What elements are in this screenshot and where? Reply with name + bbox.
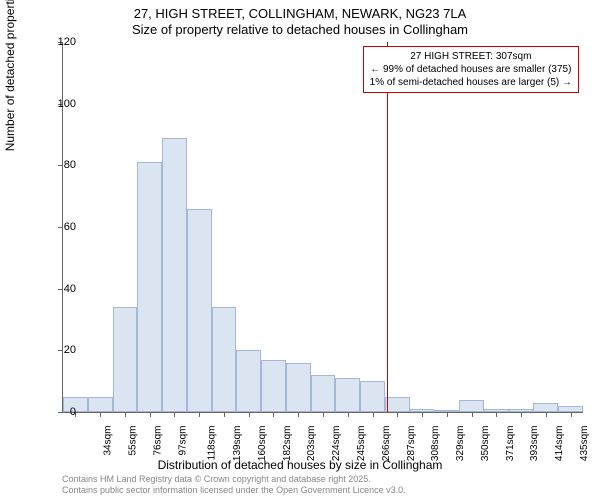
- xtick-mark: [224, 412, 225, 417]
- y-axis-label: Number of detached properties: [3, 0, 17, 151]
- xtick-mark: [348, 412, 349, 417]
- histogram-bar: [236, 350, 261, 412]
- xtick-mark: [422, 412, 423, 417]
- histogram-bar: [187, 209, 212, 413]
- xtick-label: 308sqm: [430, 426, 441, 462]
- property-marker-line: [387, 42, 388, 412]
- annotation-line3: 1% of semi-detached houses are larger (5…: [370, 76, 572, 89]
- histogram-bar: [88, 397, 113, 412]
- plot-area: 27 HIGH STREET: 307sqm← 99% of detached …: [62, 42, 583, 413]
- xtick-mark: [150, 412, 151, 417]
- xtick-label: 266sqm: [381, 426, 392, 462]
- xtick-mark: [199, 412, 200, 417]
- xtick-label: 329sqm: [455, 426, 466, 462]
- xtick-mark: [174, 412, 175, 417]
- xtick-label: 139sqm: [232, 426, 243, 462]
- xtick-label: 371sqm: [505, 426, 516, 462]
- xtick-label: 435sqm: [579, 426, 590, 462]
- ytick-label: 20: [46, 344, 76, 356]
- annotation-line2: ← 99% of detached houses are smaller (37…: [370, 63, 572, 76]
- xtick-mark: [496, 412, 497, 417]
- ytick-label: 120: [46, 36, 76, 48]
- xtick-mark: [546, 412, 547, 417]
- xtick-label: 97sqm: [177, 426, 188, 456]
- xtick-label: 414sqm: [554, 426, 565, 462]
- ytick-label: 80: [46, 159, 76, 171]
- histogram-bar: [261, 360, 286, 412]
- histogram-bar: [385, 397, 410, 412]
- xtick-label: 55sqm: [128, 426, 139, 456]
- xtick-label: 34sqm: [103, 426, 114, 456]
- xtick-label: 245sqm: [356, 426, 367, 462]
- chart-footer: Contains HM Land Registry data © Crown c…: [62, 474, 406, 496]
- ytick-label: 0: [46, 406, 76, 418]
- chart-title-desc: Size of property relative to detached ho…: [0, 22, 600, 37]
- xtick-mark: [472, 412, 473, 417]
- annotation-line1: 27 HIGH STREET: 307sqm: [370, 50, 572, 63]
- xtick-mark: [373, 412, 374, 417]
- xtick-mark: [100, 412, 101, 417]
- histogram-bar: [212, 307, 237, 412]
- histogram-bar: [286, 363, 311, 412]
- xtick-label: 224sqm: [331, 426, 342, 462]
- histogram-chart: 27, HIGH STREET, COLLINGHAM, NEWARK, NG2…: [0, 0, 600, 500]
- ytick-label: 100: [46, 98, 76, 110]
- chart-title-address: 27, HIGH STREET, COLLINGHAM, NEWARK, NG2…: [0, 6, 600, 21]
- histogram-bar: [311, 375, 336, 412]
- xtick-label: 203sqm: [307, 426, 318, 462]
- histogram-bar: [533, 403, 558, 412]
- xtick-mark: [298, 412, 299, 417]
- footer-line1: Contains HM Land Registry data © Crown c…: [62, 474, 406, 485]
- xtick-label: 287sqm: [406, 426, 417, 462]
- xtick-label: 350sqm: [480, 426, 491, 462]
- xtick-label: 118sqm: [207, 426, 218, 461]
- histogram-bar: [459, 400, 484, 412]
- ytick-label: 40: [46, 283, 76, 295]
- footer-line2: Contains public sector information licen…: [62, 485, 406, 496]
- ytick-label: 60: [46, 221, 76, 233]
- histogram-bar: [335, 378, 360, 412]
- histogram-bar: [360, 381, 385, 412]
- xtick-mark: [571, 412, 572, 417]
- histogram-bar: [137, 162, 162, 412]
- xtick-mark: [273, 412, 274, 417]
- xtick-mark: [323, 412, 324, 417]
- xtick-label: 76sqm: [152, 426, 163, 456]
- xtick-mark: [521, 412, 522, 417]
- xtick-label: 393sqm: [529, 426, 540, 462]
- annotation-box: 27 HIGH STREET: 307sqm← 99% of detached …: [363, 46, 579, 93]
- xtick-mark: [397, 412, 398, 417]
- histogram-bar: [162, 138, 187, 412]
- xtick-mark: [249, 412, 250, 417]
- xtick-mark: [447, 412, 448, 417]
- xtick-label: 160sqm: [257, 426, 268, 462]
- xtick-label: 182sqm: [282, 426, 293, 462]
- xtick-mark: [125, 412, 126, 417]
- histogram-bar: [113, 307, 138, 412]
